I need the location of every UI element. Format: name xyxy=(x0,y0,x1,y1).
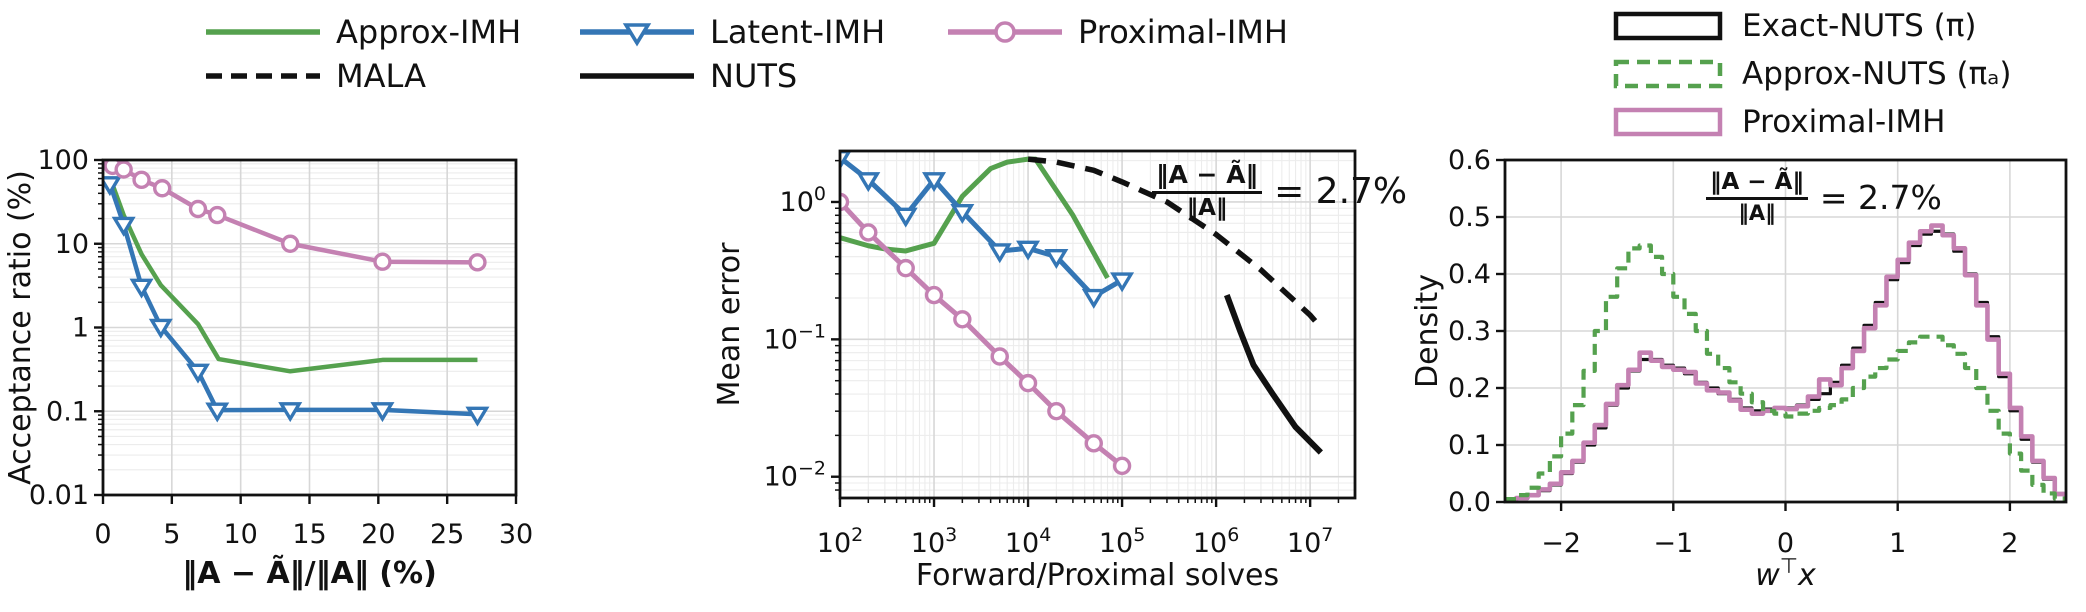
svg-text:10: 10 xyxy=(55,229,89,260)
legend-item-label: Latent-IMH xyxy=(710,13,886,51)
svg-text:1: 1 xyxy=(1889,528,1906,559)
legend-item-approx-nuts: Approx-NUTS (πₐ) xyxy=(1612,56,2012,92)
error-annotation-middle: ‖A − Ã‖ ‖A‖ = 2.7% xyxy=(1152,161,1408,222)
legend-item-label: Approx-IMH xyxy=(336,13,522,51)
svg-text:106: 106 xyxy=(1193,524,1239,559)
legend-item-approx-imh: Approx-IMH xyxy=(204,12,521,52)
legend-item-mala: MALA xyxy=(204,56,426,96)
legend-item-label: Proximal-IMH xyxy=(1078,13,1288,51)
svg-text:−2: −2 xyxy=(1541,528,1581,559)
svg-text:100: 100 xyxy=(780,183,826,218)
svg-text:0.5: 0.5 xyxy=(1448,202,1491,233)
legend-item-label: NUTS xyxy=(710,57,798,95)
svg-text:10: 10 xyxy=(223,519,257,550)
svg-text:Acceptance ratio (%): Acceptance ratio (%) xyxy=(3,170,38,485)
legend-item-label: MALA xyxy=(336,57,426,95)
svg-text:−1: −1 xyxy=(1653,528,1693,559)
fraction-denominator: ‖A‖ xyxy=(1738,201,1776,226)
legend-item-label: Proximal-IMH xyxy=(1742,104,1946,140)
svg-text:1: 1 xyxy=(72,313,89,344)
legend-item-latent-imh: Latent-IMH xyxy=(578,12,885,52)
error-annotation-right: ‖A − Ã‖ ‖A‖ = 2.7% xyxy=(1706,170,1942,224)
svg-text:30: 30 xyxy=(499,519,533,550)
legend-item-nuts: NUTS xyxy=(578,56,797,96)
svg-text:5: 5 xyxy=(163,519,180,550)
legend-item-exact-nuts: Exact-NUTS (π) xyxy=(1612,8,1977,44)
proximal-imh-rect-swatch-icon xyxy=(1613,107,1723,137)
left-chart-acceptance-ratio: 0 5 10 15 20 25 30 100 10 1 0.1 0.01 ‖A − Ã‖/‖A‖ (%)… xyxy=(3,145,533,591)
middle-chart-mean-error: 102 103 104 105 106 107 100 10−1 10−2 Forward/Pro… xyxy=(712,149,1357,593)
exact-nuts-rect-swatch-icon xyxy=(1613,11,1723,41)
fraction-numerator: ‖A − Ã‖ xyxy=(1706,170,1808,201)
mala-dashed-swatch-icon xyxy=(206,73,320,79)
svg-text:0.6: 0.6 xyxy=(1448,145,1491,176)
fraction-denominator: ‖A‖ xyxy=(1186,195,1228,222)
approx-imh-line-swatch-icon xyxy=(206,29,320,35)
svg-text:100: 100 xyxy=(37,145,89,176)
svg-text:‖A − Ã‖/‖A‖ (%): ‖A − Ã‖/‖A‖ (%) xyxy=(182,554,437,591)
svg-text:107: 107 xyxy=(1287,524,1333,559)
svg-text:0.0: 0.0 xyxy=(1448,487,1491,518)
norm-fraction: ‖A − Ã‖ ‖A‖ xyxy=(1152,161,1263,222)
svg-text:102: 102 xyxy=(817,524,863,559)
fraction-value: = 2.7% xyxy=(1819,177,1942,217)
svg-text:0.4: 0.4 xyxy=(1448,259,1491,290)
approx-nuts-dashed-rect-swatch-icon xyxy=(1613,59,1723,89)
svg-text:20: 20 xyxy=(361,519,395,550)
svg-text:15: 15 xyxy=(292,519,326,550)
svg-text:0: 0 xyxy=(94,519,111,550)
legend-item-proximal-imh-hist: Proximal-IMH xyxy=(1612,104,1945,140)
right-chart-density-histogram: −2 −1 0 1 2 0.0 0.1 0.2 0.3 0.4 0.5 0.6 w⊤x Density xyxy=(1410,145,2068,593)
proximal-imh-circle-swatch-icon xyxy=(948,21,1062,43)
svg-text:104: 104 xyxy=(1005,524,1051,559)
svg-text:0.1: 0.1 xyxy=(1448,430,1491,461)
svg-text:0.01: 0.01 xyxy=(29,480,89,511)
svg-text:10−1: 10−1 xyxy=(764,320,826,355)
legend-item-label: Exact-NUTS (π) xyxy=(1742,8,1977,44)
svg-text:10−2: 10−2 xyxy=(764,458,826,493)
svg-text:103: 103 xyxy=(911,524,957,559)
svg-text:w⊤x: w⊤x xyxy=(1755,554,1816,593)
svg-text:0.3: 0.3 xyxy=(1448,316,1491,347)
svg-text:105: 105 xyxy=(1099,524,1145,559)
latent-imh-triangle-swatch-icon xyxy=(580,23,694,47)
legend-item-proximal-imh: Proximal-IMH xyxy=(946,12,1288,52)
svg-text:0.2: 0.2 xyxy=(1448,373,1491,404)
fraction-numerator: ‖A − Ã‖ xyxy=(1152,161,1263,195)
svg-text:0: 0 xyxy=(1777,528,1794,559)
svg-text:Density: Density xyxy=(1410,274,1445,388)
nuts-solid-swatch-icon xyxy=(580,73,694,79)
legend-item-label: Approx-NUTS (πₐ) xyxy=(1742,56,2012,92)
svg-text:2: 2 xyxy=(2001,528,2018,559)
svg-text:25: 25 xyxy=(430,519,464,550)
norm-fraction: ‖A − Ã‖ ‖A‖ xyxy=(1706,170,1808,224)
svg-text:Forward/Proximal solves: Forward/Proximal solves xyxy=(916,558,1279,593)
svg-text:Mean error: Mean error xyxy=(712,242,747,407)
svg-text:0.1: 0.1 xyxy=(46,396,89,427)
fraction-value: = 2.7% xyxy=(1274,170,1408,212)
